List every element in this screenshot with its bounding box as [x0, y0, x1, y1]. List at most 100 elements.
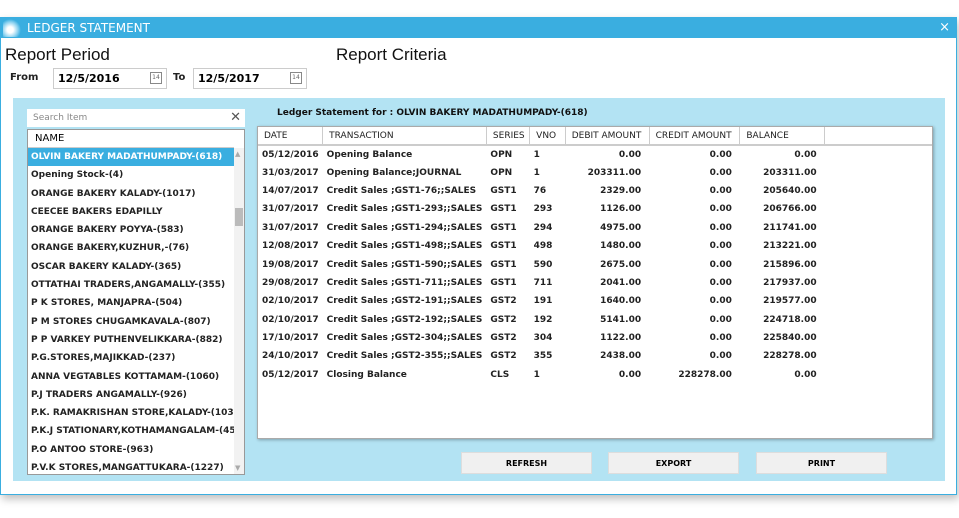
table-cell: CLS — [490, 369, 510, 380]
table-cell: GST2 — [490, 296, 517, 307]
list-item[interactable]: Opening Stock-(4) — [31, 170, 124, 181]
to-date-field[interactable]: 12/5/2017 14 — [193, 68, 307, 89]
list-scrollbar[interactable]: ▲ ▼ — [234, 148, 244, 474]
report-criteria-heading: Report Criteria — [336, 45, 447, 64]
table-cell: 0.00 — [709, 333, 732, 344]
table-cell: 1 — [533, 369, 540, 380]
table-row[interactable]: 05/12/2017 Closing Balance CLS 1 0.00 228278.… — [258, 366, 932, 384]
table-row[interactable]: 24/10/2017 Credit Sales ;GST2-355;;SALES G… — [258, 347, 932, 365]
title-bar: LEDGER STATEMENT × — [1, 18, 956, 38]
table-cell-filler — [825, 182, 932, 200]
to-date-value: 12/5/2017 — [198, 72, 260, 85]
ledger-list: NAME OLVIN BAKERY MADATHUMPADY-(618) Open… — [27, 129, 245, 475]
table-cell: 1 — [533, 167, 540, 178]
table-cell: 31/07/2017 — [262, 222, 319, 233]
calendar-icon[interactable]: 14 — [290, 72, 302, 84]
table-row[interactable]: 31/07/2017 Credit Sales ;GST1-294;;SALES G… — [258, 219, 932, 237]
column-header[interactable]: DEBIT AMOUNT — [565, 127, 650, 146]
table-cell: 14/07/2017 — [262, 185, 319, 196]
list-item[interactable]: ORANGE BAKERY POYYA-(583) — [31, 225, 184, 236]
table-cell: Credit Sales ;GST1-590;;SALES — [326, 259, 483, 270]
close-icon[interactable]: × — [939, 20, 950, 35]
table-row[interactable]: 17/10/2017 Credit Sales ;GST2-304;;SALES G… — [258, 329, 932, 347]
table-cell: 0.00 — [709, 241, 732, 252]
list-item[interactable]: ANNA VEGTABLES KOTTAMAM-(1060) — [31, 371, 220, 382]
list-item[interactable]: P.V.K STORES,MANGATTUKARA-(1227) — [31, 463, 224, 474]
list-item[interactable]: CEECEE BAKERS EDAPILLY — [31, 206, 163, 217]
table-cell: 12/08/2017 — [262, 241, 319, 252]
table-row[interactable]: 12/08/2017 Credit Sales ;GST1-498;;SALES G… — [258, 237, 932, 255]
table-row[interactable]: 02/10/2017 Credit Sales ;GST2-191;;SALES G… — [258, 292, 932, 310]
table-row[interactable]: 05/12/2016 Opening Balance OPN 1 0.00 0.00 0.0… — [258, 145, 932, 163]
table-cell: OPN — [490, 149, 513, 160]
table-cell: 31/03/2017 — [262, 167, 319, 178]
list-item[interactable]: P K STORES, MANJAPRA-(504) — [31, 298, 183, 309]
table-row[interactable]: 02/10/2017 Credit Sales ;GST2-192;;SALES G… — [258, 311, 932, 329]
table-cell: 294 — [533, 222, 553, 233]
table-row[interactable]: 14/07/2017 Credit Sales ;GST1-76;;SALES GS… — [258, 182, 932, 200]
scroll-up-icon[interactable]: ▲ — [235, 150, 241, 158]
scroll-down-icon[interactable]: ▼ — [235, 464, 241, 472]
table-cell: 211741.00 — [763, 222, 817, 233]
column-header-filler — [824, 127, 932, 146]
table-cell: Credit Sales ;GST1-294;;SALES — [326, 222, 483, 233]
table-cell: 228278.00 — [678, 369, 732, 380]
list-item[interactable]: OTTATHAI TRADERS,ANGAMALLY-(355) — [31, 280, 226, 291]
criteria-panel: Search Item ✕ NAME OLVIN BAKERY MADATHUM… — [13, 98, 945, 481]
table-cell: Credit Sales ;GST1-76;;SALES — [326, 185, 477, 196]
table-cell: 1 — [533, 149, 540, 160]
list-item[interactable]: P.O ANTOO STORE-(963) — [31, 444, 154, 455]
table-cell: 711 — [533, 277, 553, 288]
column-header[interactable]: TRANSACTION — [322, 127, 487, 146]
table-cell: 0.00 — [794, 149, 817, 160]
list-item[interactable]: P.K.J STATIONARY,KOTHAMANGALAM-(459) — [31, 426, 245, 437]
refresh-button[interactable]: REFRESH — [461, 452, 592, 474]
list-item[interactable]: P.G.STORES,MAJIKKAD-(237) — [31, 353, 176, 364]
list-item[interactable]: ORANGE BAKERY,KUZHUR,-(76) — [31, 243, 190, 254]
list-item[interactable]: P.J TRADERS ANGAMALLY-(926) — [31, 389, 187, 400]
table-cell-filler — [825, 311, 932, 329]
list-item[interactable]: P.K. RAMAKRISHAN STORE,KALADY-(1035) — [31, 408, 245, 419]
clear-search-icon[interactable]: ✕ — [230, 110, 241, 125]
table-cell: 498 — [533, 241, 553, 252]
table-cell: GST2 — [490, 314, 517, 325]
table-cell: GST1 — [490, 241, 517, 252]
list-item[interactable]: ORANGE BAKERY KALADY-(1017) — [31, 188, 196, 199]
table-cell: Credit Sales ;GST2-191;;SALES — [326, 296, 483, 307]
table-cell: 0.00 — [709, 149, 732, 160]
column-header[interactable]: BALANCE — [739, 127, 826, 146]
table-row[interactable]: 31/07/2017 Credit Sales ;GST1-293;;SALES G… — [258, 200, 932, 218]
table-cell-filler — [825, 163, 932, 181]
export-button[interactable]: EXPORT — [608, 452, 739, 474]
print-button[interactable]: PRINT — [756, 452, 887, 474]
list-item[interactable]: P P VARKEY PUTHENVELIKKARA-(882) — [31, 334, 223, 345]
table-row[interactable]: 29/08/2017 Credit Sales ;GST1-711;;SALES G… — [258, 274, 932, 292]
search-placeholder: Search Item — [33, 113, 88, 123]
search-input[interactable]: Search Item ✕ — [27, 109, 245, 127]
list-item[interactable]: OSCAR BAKERY KALADY-(365) — [31, 261, 182, 272]
table-cell: 0.00 — [794, 369, 817, 380]
table-cell: 0.00 — [709, 351, 732, 362]
table-cell: 0.00 — [709, 222, 732, 233]
from-date-field[interactable]: 12/5/2016 14 — [53, 68, 167, 89]
scroll-thumb[interactable] — [235, 208, 243, 226]
table-row[interactable]: 31/03/2017 Opening Balance;JOURNAL OPN 1 203… — [258, 163, 932, 181]
column-header[interactable]: CREDIT AMOUNT — [649, 127, 741, 146]
table-cell-filler — [825, 219, 932, 237]
table-cell: 2675.00 — [600, 259, 642, 270]
table-cell: Credit Sales ;GST1-711;;SALES — [326, 277, 483, 288]
column-header[interactable]: DATE — [258, 127, 324, 146]
list-item[interactable]: OLVIN BAKERY MADATHUMPADY-(618) — [28, 148, 234, 167]
table-cell: 31/07/2017 — [262, 204, 319, 215]
column-header[interactable]: VNO — [529, 127, 566, 146]
list-item[interactable]: P M STORES CHUGAMKAVALA-(807) — [31, 316, 211, 327]
table-cell-filler — [825, 255, 932, 273]
column-header[interactable]: SERIES — [486, 127, 531, 146]
table-cell-filler — [825, 274, 932, 292]
table-row[interactable]: 19/08/2017 Credit Sales ;GST1-590;;SALES G… — [258, 255, 932, 273]
app-logo-icon — [3, 19, 21, 37]
table-cell-filler — [825, 237, 932, 255]
table-cell: GST2 — [490, 333, 517, 344]
calendar-icon[interactable]: 14 — [150, 72, 162, 84]
table-cell: 19/08/2017 — [262, 259, 319, 270]
